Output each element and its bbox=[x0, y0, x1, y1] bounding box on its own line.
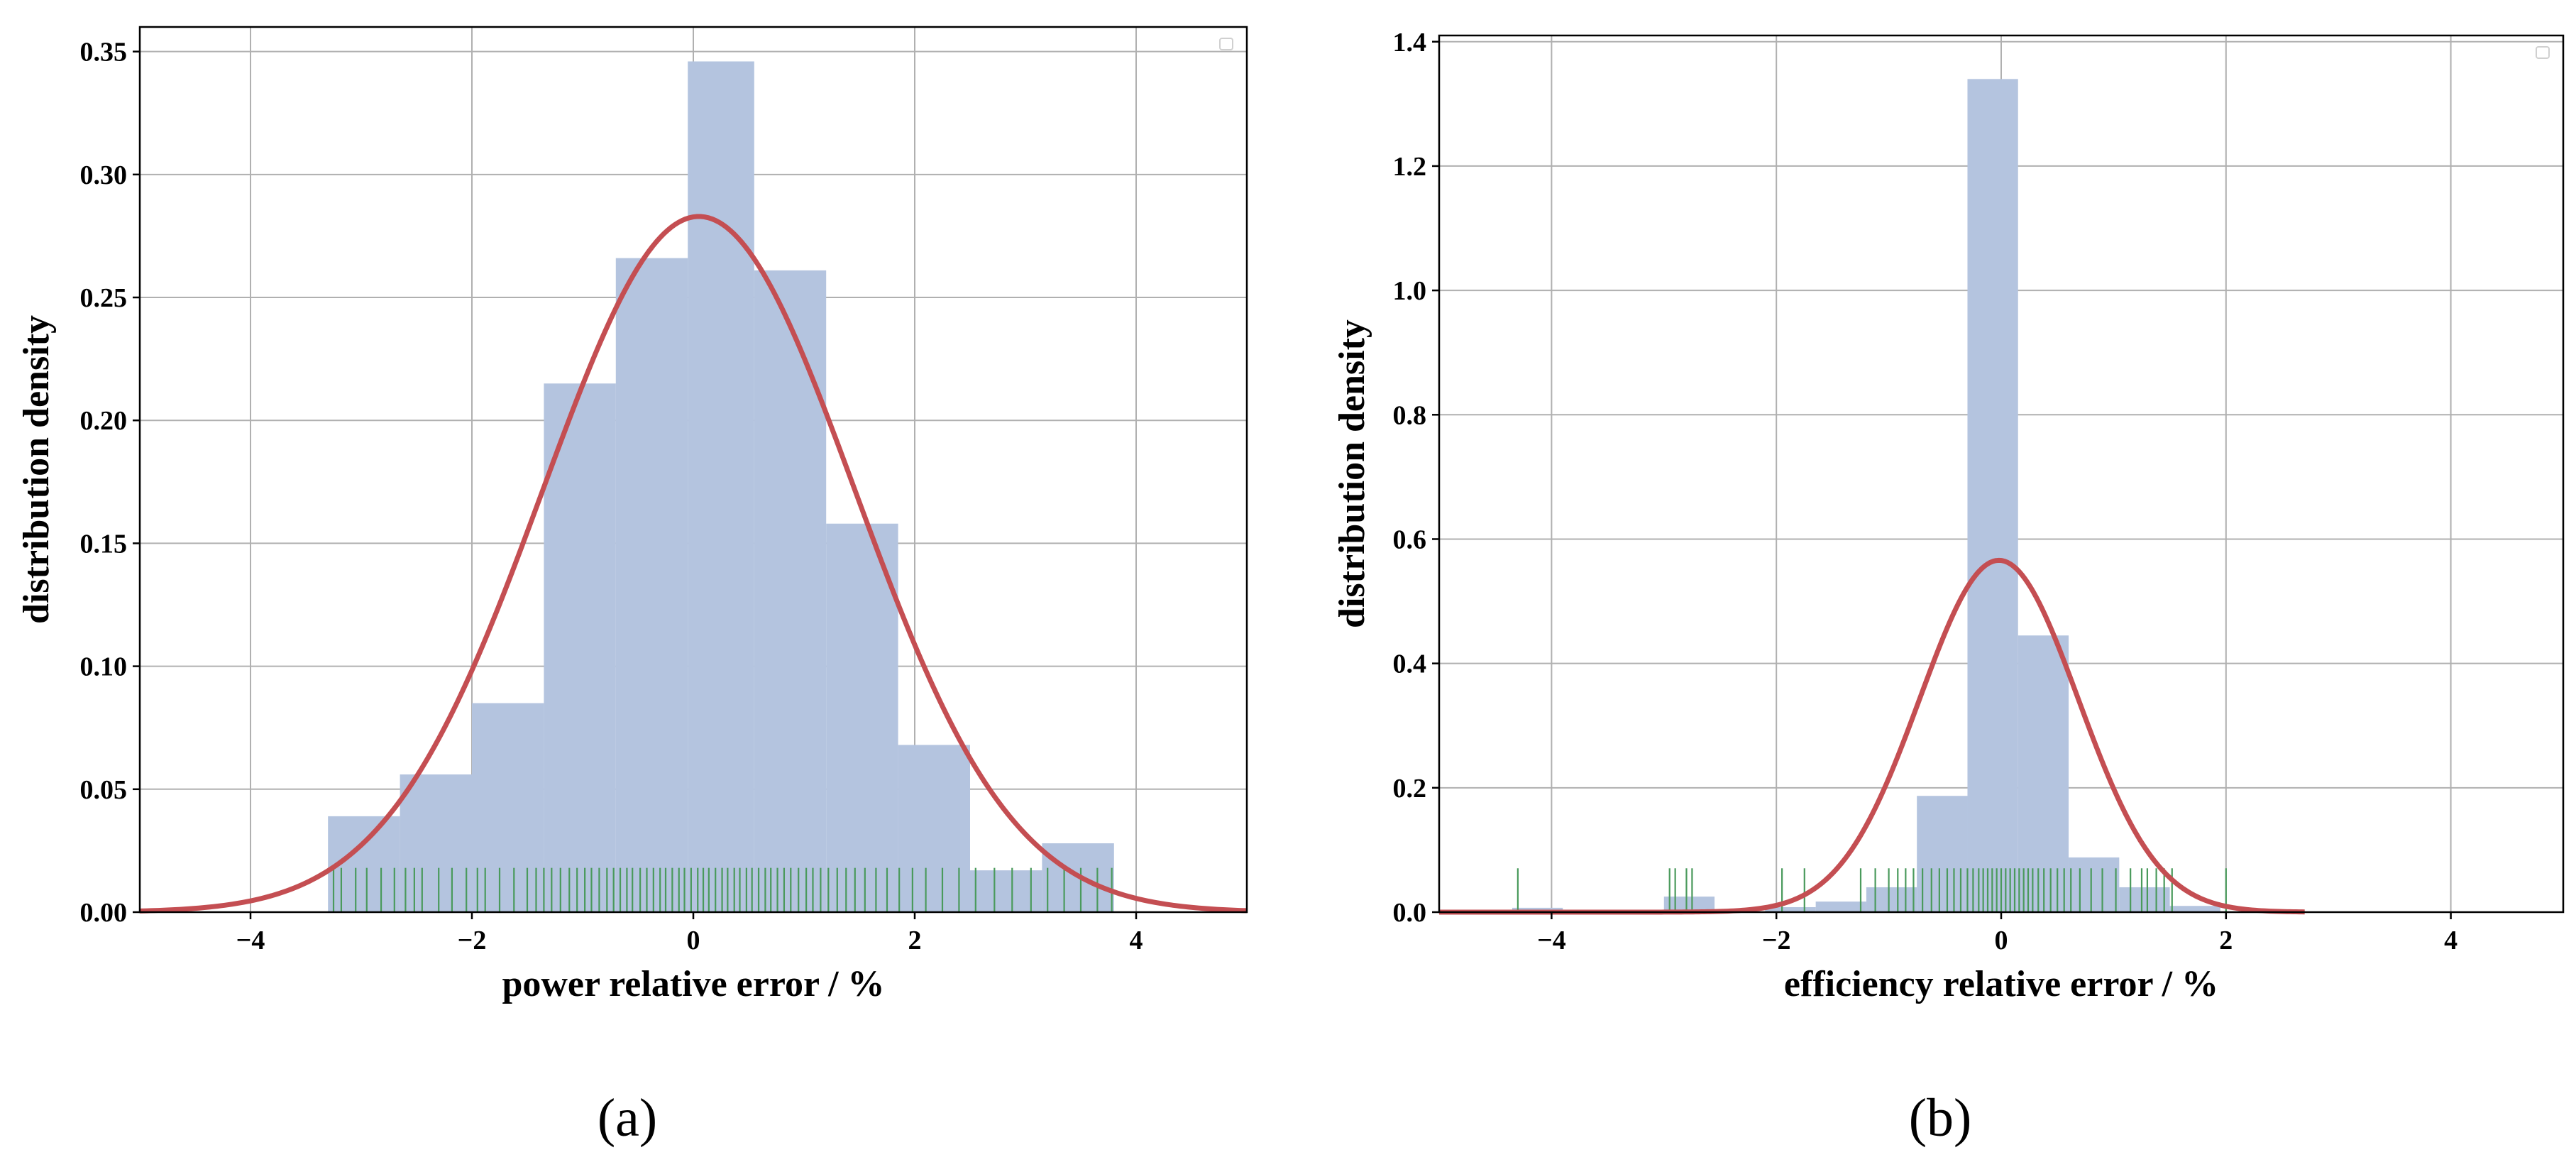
x-tick-label: −4 bbox=[236, 926, 265, 955]
histogram-bar bbox=[2169, 906, 2220, 912]
histogram-bar bbox=[472, 703, 544, 912]
histogram-bar bbox=[898, 745, 970, 912]
x-tick-label: 4 bbox=[2444, 926, 2457, 955]
histogram-bar bbox=[826, 523, 898, 912]
y-tick-label: 0.10 bbox=[80, 652, 128, 682]
y-axis-label: distribution density bbox=[16, 315, 57, 624]
histogram-bar bbox=[1866, 887, 1917, 912]
y-tick-label: 0.35 bbox=[80, 38, 128, 67]
y-tick-label: 0.25 bbox=[80, 283, 128, 313]
y-tick-label: 0.8 bbox=[1393, 400, 1427, 430]
y-tick-label: 0.2 bbox=[1393, 774, 1427, 804]
histogram-bar bbox=[1967, 79, 2018, 913]
y-tick-label: 0.00 bbox=[80, 898, 128, 928]
x-tick-label: 2 bbox=[908, 926, 922, 955]
x-tick-label: 2 bbox=[2219, 926, 2233, 955]
histogram-bar bbox=[2069, 857, 2120, 912]
chart-panel-a: −4 −2 0 2 4 0.00 0.05 0.10 0.15 0.20 0.25 0.30 0.35 p… bbox=[16, 26, 1248, 1148]
histogram-bar bbox=[754, 270, 827, 912]
x-axis-label: efficiency relative error / % bbox=[1784, 964, 2218, 1004]
y-tick-label: 1.4 bbox=[1393, 28, 1427, 57]
histogram-bar bbox=[544, 383, 616, 912]
histogram-bar bbox=[1815, 901, 1866, 912]
y-tick-label: 0.20 bbox=[80, 406, 128, 436]
histogram-bar bbox=[970, 870, 1042, 912]
y-tick-label: 0.4 bbox=[1393, 649, 1427, 679]
y-tick-label: 0.6 bbox=[1393, 525, 1427, 554]
x-axis-label: power relative error / % bbox=[502, 964, 884, 1004]
x-tick-label: −4 bbox=[1537, 926, 1566, 955]
histogram-bar bbox=[1765, 906, 1816, 912]
histogram-bar bbox=[2018, 635, 2069, 912]
histogram-bar bbox=[615, 258, 688, 912]
legend-box bbox=[1219, 38, 1233, 50]
y-tick-label: 1.2 bbox=[1393, 152, 1427, 182]
histogram-bar bbox=[1663, 897, 1715, 912]
chart-panel-b: −4 −2 0 2 4 0.0 0.2 0.4 0.6 0.8 1.0 1.2 1.4 efficienc… bbox=[1332, 28, 2565, 1148]
histogram-bar bbox=[688, 61, 754, 913]
y-tick-label: 0.0 bbox=[1393, 898, 1427, 928]
y-tick-label: 1.0 bbox=[1393, 276, 1427, 306]
x-tick-label: −2 bbox=[458, 926, 487, 955]
y-tick-label: 0.15 bbox=[80, 529, 128, 559]
x-tick-label: 0 bbox=[1995, 926, 2008, 955]
x-tick-label: −2 bbox=[1762, 926, 1791, 955]
panel-caption: (a) bbox=[598, 1088, 657, 1148]
legend-box bbox=[2536, 46, 2550, 59]
fit-curve bbox=[139, 214, 1248, 914]
panel-caption: (b) bbox=[1909, 1088, 1972, 1148]
y-tick-label: 0.05 bbox=[80, 775, 128, 805]
x-tick-label: 4 bbox=[1130, 926, 1143, 955]
histogram-bar bbox=[2119, 887, 2170, 912]
y-axis-label: distribution density bbox=[1332, 319, 1372, 628]
histogram-bar bbox=[400, 774, 472, 912]
histogram-bar bbox=[1917, 796, 1968, 912]
x-tick-label: 0 bbox=[687, 926, 700, 955]
y-tick-label: 0.30 bbox=[80, 160, 128, 190]
